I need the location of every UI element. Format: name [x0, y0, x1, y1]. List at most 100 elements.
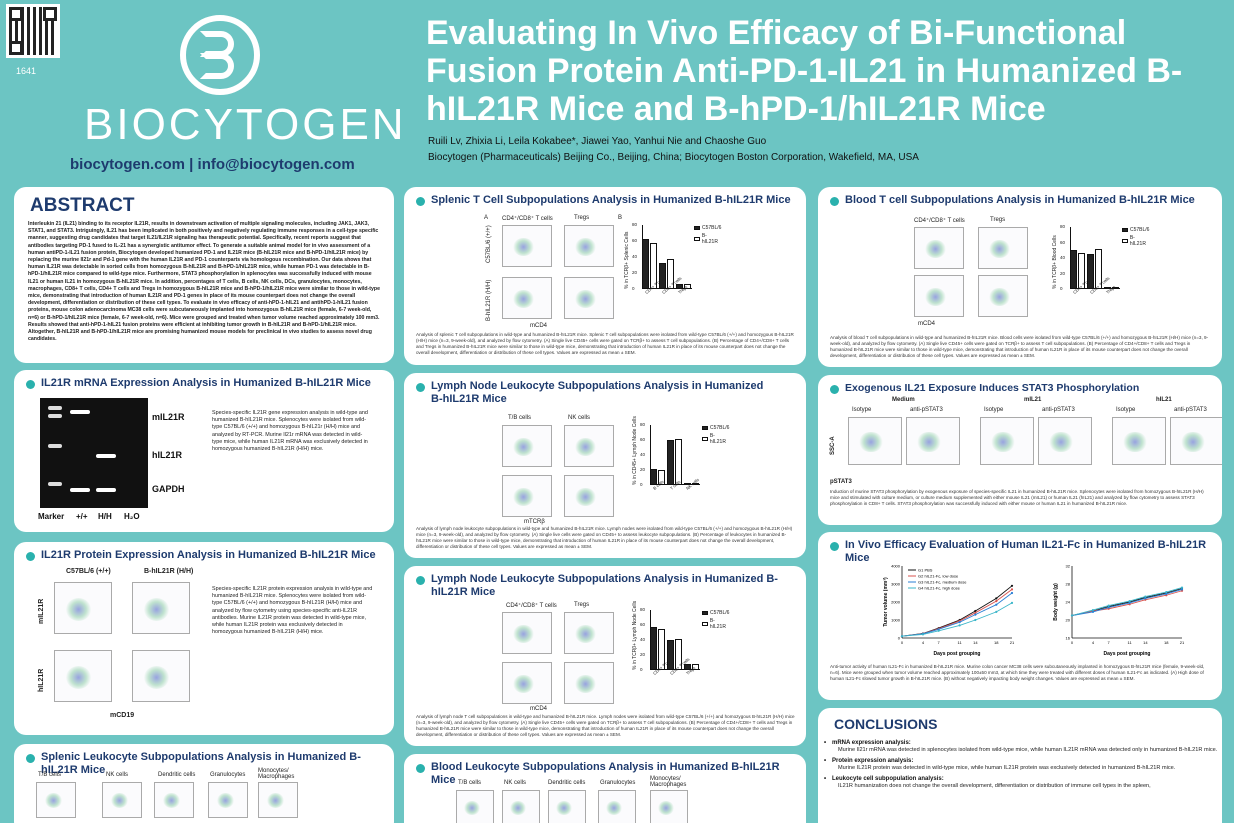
- efficacy-title: In Vivo Efficacy Evaluation of Human IL2…: [845, 539, 1207, 564]
- contact-info[interactable]: biocytogen.com | info@biocytogen.com: [70, 156, 355, 173]
- bar: [675, 638, 682, 670]
- flow-plot: [502, 225, 552, 267]
- poster-title: Evaluating In Vivo Efficacy of Bi-Functi…: [426, 14, 1183, 128]
- data-point: [995, 600, 998, 603]
- bullet-dot-icon: [416, 383, 425, 392]
- legend-label: C57BL/6: [710, 425, 730, 431]
- x-tick-label: 18: [1164, 640, 1169, 645]
- blood-t-panel: Blood T cell Subpopulations Analysis in …: [818, 187, 1222, 367]
- y-axis-label: % in TCRβ+ Lymph Node Cells: [632, 600, 638, 670]
- figure-caption: Anti-tumor activity of human IL21-Fc in …: [830, 664, 1205, 681]
- body-weight-chart: 16 20 24 28 32 0 4 7 11 14 18 21 Days post grouping B…: [1053, 564, 1185, 658]
- gate-label: Tregs: [990, 217, 1006, 223]
- data-point: [1107, 606, 1110, 609]
- abstract-title: ABSTRACT: [30, 195, 135, 216]
- y-tick-label: 80: [632, 222, 638, 227]
- data-point: [1010, 601, 1014, 604]
- y-axis-label: % in CD45+ Lymph Node Cells: [632, 416, 638, 485]
- bar: [650, 242, 658, 289]
- flow-plot: [978, 227, 1028, 269]
- protein-panel: IL21R Protein Expression Analysis in Hum…: [14, 542, 394, 735]
- legend-label: C57BL/6: [710, 610, 730, 616]
- sub-label: anti-pSTAT3: [1174, 407, 1207, 413]
- gate-label: CD4⁺/CD8⁺ T cells: [914, 218, 965, 224]
- legend-item: C57BL/6: [694, 225, 721, 231]
- legend-swatch: [1122, 239, 1128, 243]
- panel-letter-a: A: [484, 215, 489, 221]
- abstract-panel: ABSTRACT Interleukin 21 (IL21) binding t…: [14, 187, 394, 363]
- legend-swatch: [702, 437, 708, 441]
- legend-item: B-hIL21R: [1122, 235, 1150, 247]
- bar: [1095, 248, 1102, 289]
- row-label-wt: C57BL/6 (+/+): [486, 225, 492, 263]
- row-label-mil21r: mIL21R: [38, 598, 45, 624]
- x-tick-label: 21: [1010, 640, 1015, 645]
- bullet-dot-icon: [830, 542, 839, 551]
- bullet-dot-icon: [416, 764, 425, 773]
- flow-plot: [456, 790, 494, 823]
- y-tick-label: 20: [1066, 618, 1071, 623]
- flow-plot: [258, 782, 298, 818]
- bar: [650, 468, 658, 485]
- legend-label: C57BL/6: [702, 225, 722, 231]
- flow-plot: [502, 662, 552, 704]
- data-point: [1144, 597, 1147, 600]
- y-tick-label: 20: [1060, 270, 1066, 276]
- gel-label-hil21r: hIL21R: [152, 450, 183, 460]
- bar: [1070, 250, 1078, 289]
- splenic-leukocyte-panel: Splenic Leukocyte Subpopulations Analysi…: [14, 744, 394, 823]
- conclusions-title: CONCLUSIONS: [834, 716, 938, 732]
- data-point: [974, 611, 977, 614]
- gate-label: T/B cells: [458, 780, 482, 786]
- series-line: [901, 585, 1013, 637]
- flow-plot: [1112, 417, 1166, 465]
- figure-caption: Induction of murine STAT3 phosphorylatio…: [830, 489, 1204, 506]
- flow-plot: [154, 782, 194, 818]
- legend-label: G1 PBS: [918, 568, 933, 573]
- y-tick-label: 4000: [891, 564, 901, 569]
- legend-item: B-hIL21R: [702, 618, 730, 630]
- legend-label: G4 hIL21-Fc, high dose: [918, 586, 961, 591]
- y-tick-label: 80: [1060, 224, 1066, 229]
- lymph-leukocyte-title: Lymph Node Leukocyte Subpopulations Anal…: [431, 380, 764, 405]
- y-tick-label: 40: [640, 637, 646, 642]
- data-point: [1144, 595, 1147, 598]
- tumor-volume-chart: 0 1000 2000 3000 4000 0 4 7 11 14 18 21 Days post gr…: [883, 564, 1015, 658]
- x-label: mTCRβ: [524, 519, 545, 525]
- stat3-panel: Exogenous IL21 Exposure Induces STAT3 Ph…: [818, 375, 1222, 525]
- x-tick-label: 4: [922, 640, 925, 645]
- gate-label: Granulocytes: [600, 780, 636, 786]
- legend-item: C57BL/6: [1122, 227, 1149, 233]
- figure-caption: Analysis of blood T cell subpopulations …: [830, 335, 1209, 358]
- y-tick-label: 2000: [891, 600, 901, 605]
- data-point: [1091, 609, 1095, 612]
- flow-plot: [650, 790, 688, 823]
- sub-label: Isotype: [1116, 407, 1136, 413]
- protein-title: IL21R Protein Expression Analysis in Hum…: [41, 549, 376, 561]
- figure-caption: Analysis of lymph node T cell subpopulat…: [416, 714, 795, 737]
- data-point: [1180, 588, 1184, 591]
- bar: [659, 262, 666, 289]
- flow-plot: [914, 227, 964, 269]
- x-label: mCD4: [530, 323, 548, 329]
- protein-description: Species-specific IL21R protein expressio…: [212, 586, 373, 636]
- flow-plot: [502, 612, 552, 654]
- gate-label: Tregs: [574, 602, 590, 608]
- data-point: [900, 635, 904, 638]
- bar: [675, 284, 683, 289]
- sub-label: anti-pSTAT3: [910, 407, 943, 413]
- flow-plot: [564, 225, 614, 267]
- sub-label: Isotype: [984, 407, 1004, 413]
- legend-label: G2 hIL21-Fc, low dose: [918, 574, 959, 579]
- flow-plot: [848, 417, 902, 465]
- data-point: [1070, 614, 1074, 617]
- y-label: SSC-A: [830, 436, 836, 455]
- data-point: [1010, 584, 1014, 587]
- x-tick-label: 11: [1128, 640, 1133, 645]
- flow-plot: [132, 650, 190, 702]
- y-tick-label: 60: [1060, 239, 1066, 245]
- bar: [1103, 287, 1111, 289]
- gate-label: T/B cells: [38, 772, 62, 778]
- flow-plot: [502, 790, 540, 823]
- data-point: [974, 613, 977, 616]
